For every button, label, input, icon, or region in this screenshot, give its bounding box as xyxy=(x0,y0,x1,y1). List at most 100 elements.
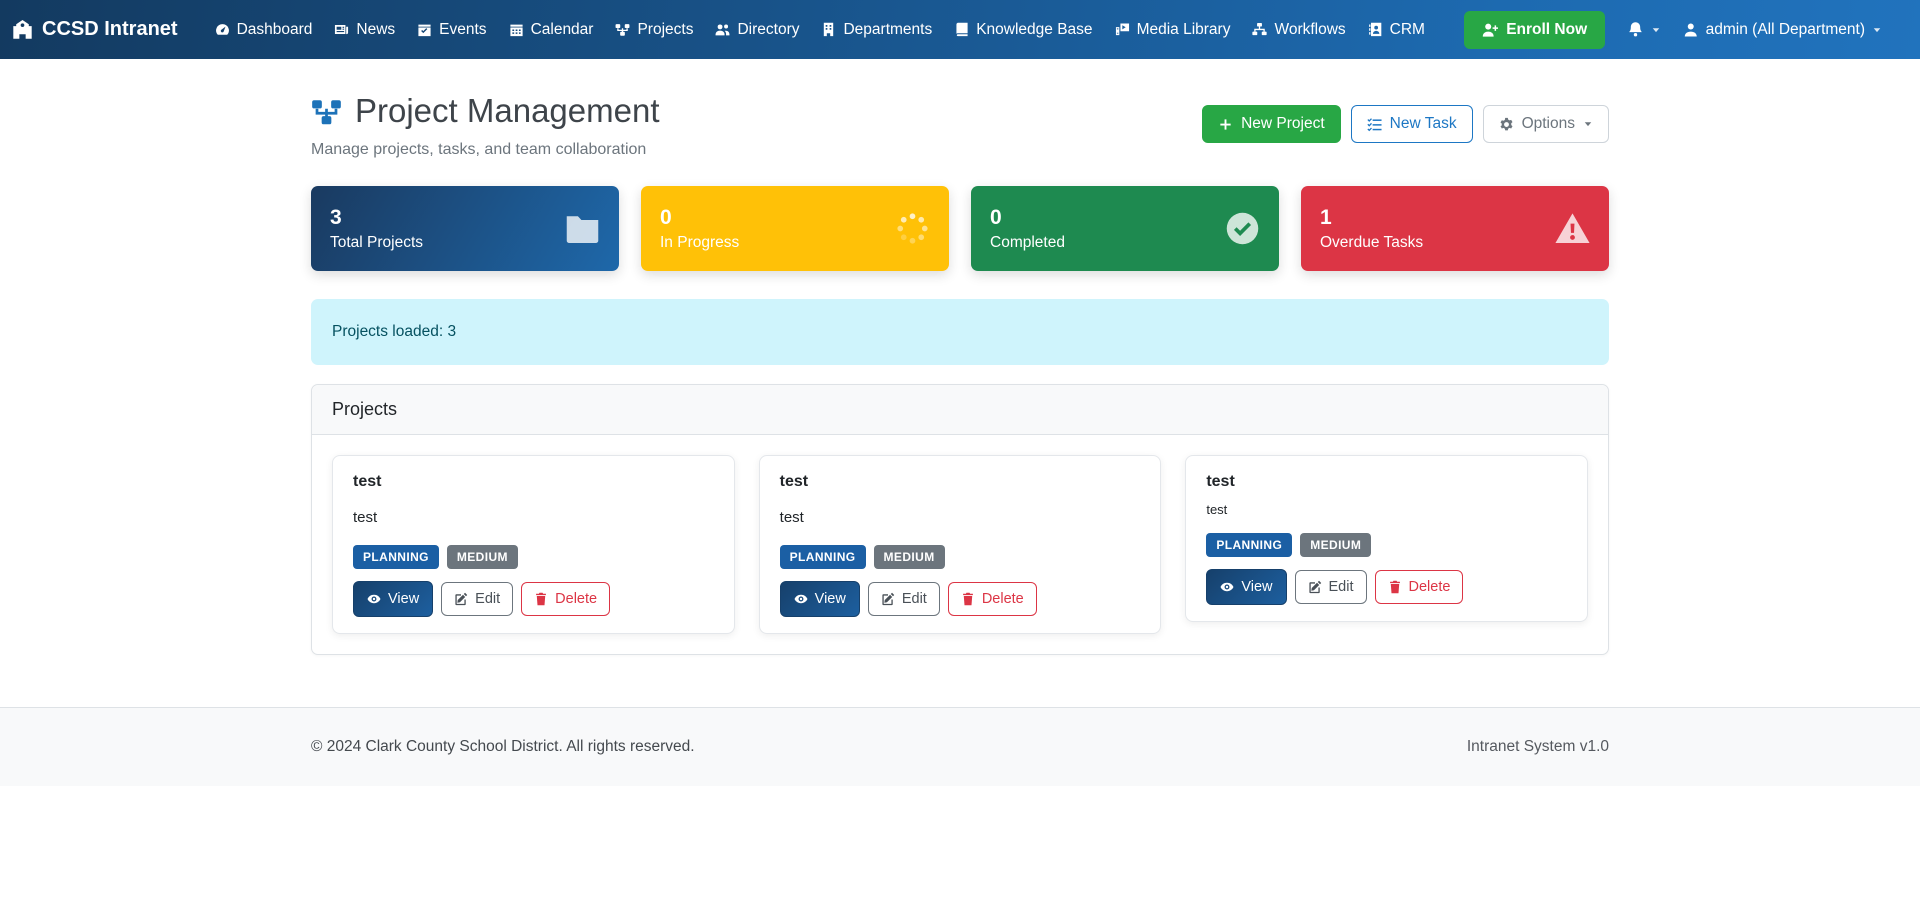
stat-label: In Progress xyxy=(660,234,740,251)
caret-down-icon xyxy=(1651,25,1661,35)
nav-item-knowledge-base[interactable]: Knowledge Base xyxy=(943,13,1103,47)
edit-button[interactable]: Edit xyxy=(441,582,514,616)
nav-item-label: CRM xyxy=(1389,20,1425,38)
project-name: test xyxy=(779,473,809,490)
nav-item-dashboard[interactable]: Dashboard xyxy=(204,13,324,47)
stat-card-completed: 0 Completed xyxy=(971,186,1279,271)
edit-label: Edit xyxy=(1328,579,1354,595)
project-description: test xyxy=(1206,502,1228,517)
projects-panel: Projects test test PLANNING MEDIUM View xyxy=(311,384,1609,655)
gear-icon xyxy=(1499,117,1514,132)
nav-items: Dashboard News Events Calendar Projects … xyxy=(204,13,1465,47)
project-actions: View Edit Delete xyxy=(779,581,1141,617)
options-button[interactable]: Options xyxy=(1482,105,1609,143)
nav-item-label: Calendar xyxy=(530,20,594,38)
page-header: Project Management Manage projects, task… xyxy=(311,59,1609,159)
view-label: View xyxy=(388,591,420,607)
header-buttons: New Project New Task Options xyxy=(1202,105,1609,143)
user-icon xyxy=(1683,22,1699,38)
project-description: test xyxy=(353,509,378,526)
delete-label: Delete xyxy=(981,591,1024,607)
view-button[interactable]: View xyxy=(1206,569,1287,605)
top-navbar: CCSD Intranet Dashboard News Events Cale… xyxy=(0,0,1920,59)
edit-button[interactable]: Edit xyxy=(1294,570,1367,604)
brand[interactable]: CCSD Intranet xyxy=(12,18,178,41)
project-description: test xyxy=(779,509,804,526)
nav-item-workflows[interactable]: Workflows xyxy=(1241,13,1356,47)
calendar-icon xyxy=(509,22,524,37)
project-diagram-icon xyxy=(311,96,342,127)
directory-icon xyxy=(715,22,730,37)
projects-icon xyxy=(615,22,630,37)
eye-icon xyxy=(1220,580,1234,594)
stat-card-in-progress: 0 In Progress xyxy=(641,186,949,271)
events-icon xyxy=(417,22,432,37)
new-task-label: New Task xyxy=(1389,115,1457,132)
enroll-now-button[interactable]: Enroll Now xyxy=(1464,10,1606,49)
warning-triangle-icon xyxy=(1555,211,1590,246)
nav-item-news[interactable]: News xyxy=(323,13,406,47)
nav-item-label: Directory xyxy=(737,20,800,38)
options-label: Options xyxy=(1521,115,1575,132)
delete-button[interactable]: Delete xyxy=(1374,570,1464,604)
priority-badge: MEDIUM xyxy=(1300,533,1372,557)
stat-text: 3 Total Projects xyxy=(330,205,423,252)
stats-row: 3 Total Projects 0 In Progress 0 Complet… xyxy=(311,186,1609,271)
nav-item-projects[interactable]: Projects xyxy=(604,13,704,47)
delete-button[interactable]: Delete xyxy=(521,582,611,616)
stat-value: 3 xyxy=(330,206,342,229)
new-project-label: New Project xyxy=(1241,115,1325,132)
trash-icon xyxy=(961,592,975,606)
nav-item-directory[interactable]: Directory xyxy=(704,13,810,47)
nav-item-calendar[interactable]: Calendar xyxy=(498,13,605,47)
edit-label: Edit xyxy=(901,591,927,607)
project-name: test xyxy=(1206,473,1235,490)
eye-icon xyxy=(794,592,808,606)
new-task-button[interactable]: New Task xyxy=(1350,105,1473,143)
project-badges: PLANNING MEDIUM xyxy=(779,545,1141,569)
nav-item-label: Events xyxy=(439,20,487,38)
bell-icon xyxy=(1627,21,1644,38)
user-menu-label: admin (All Department) xyxy=(1705,20,1865,38)
delete-button[interactable]: Delete xyxy=(947,582,1037,616)
nav-item-label: Departments xyxy=(843,20,933,38)
nav-item-media-library[interactable]: Media Library xyxy=(1104,13,1242,47)
page-subtitle: Manage projects, tasks, and team collabo… xyxy=(311,141,647,158)
view-button[interactable]: View xyxy=(353,581,434,617)
brand-label: CCSD Intranet xyxy=(42,18,178,40)
stat-value: 0 xyxy=(660,206,672,229)
nav-item-label: News xyxy=(356,20,396,38)
view-button[interactable]: View xyxy=(779,581,860,617)
nav-item-label: Knowledge Base xyxy=(976,20,1093,38)
stat-value: 1 xyxy=(1320,206,1332,229)
status-badge: PLANNING xyxy=(1206,533,1293,557)
nav-item-label: Workflows xyxy=(1274,20,1346,38)
user-menu-dropdown[interactable]: admin (All Department) xyxy=(1683,21,1882,39)
notifications-dropdown[interactable] xyxy=(1627,21,1661,38)
page-title-block: Project Management Manage projects, task… xyxy=(311,89,660,159)
edit-button[interactable]: Edit xyxy=(867,582,940,616)
stat-text: 0 Completed xyxy=(990,205,1065,252)
knowledge-base-icon xyxy=(954,22,969,37)
departments-icon xyxy=(821,22,836,37)
info-alert: Projects loaded: 3 xyxy=(311,299,1609,365)
nav-item-departments[interactable]: Departments xyxy=(810,13,943,47)
tasks-icon xyxy=(1367,117,1382,132)
trash-icon xyxy=(1388,580,1402,594)
new-project-button[interactable]: New Project xyxy=(1202,105,1341,143)
page-title: Project Management xyxy=(355,92,660,129)
nav-item-crm[interactable]: CRM xyxy=(1357,13,1436,47)
dashboard-icon xyxy=(215,22,230,37)
folder-icon xyxy=(565,211,600,246)
stat-value: 0 xyxy=(990,206,1002,229)
copyright-text: © 2024 Clark County School District. All… xyxy=(311,738,695,755)
news-icon xyxy=(334,22,349,37)
status-badge: PLANNING xyxy=(779,545,866,569)
priority-badge: MEDIUM xyxy=(446,545,518,569)
nav-item-label: Media Library xyxy=(1136,20,1231,38)
nav-item-events[interactable]: Events xyxy=(406,13,497,47)
plus-icon xyxy=(1218,117,1233,132)
project-actions: View Edit Delete xyxy=(353,581,714,617)
stat-card-overdue-tasks: 1 Overdue Tasks xyxy=(1301,186,1609,271)
view-label: View xyxy=(1241,579,1273,595)
